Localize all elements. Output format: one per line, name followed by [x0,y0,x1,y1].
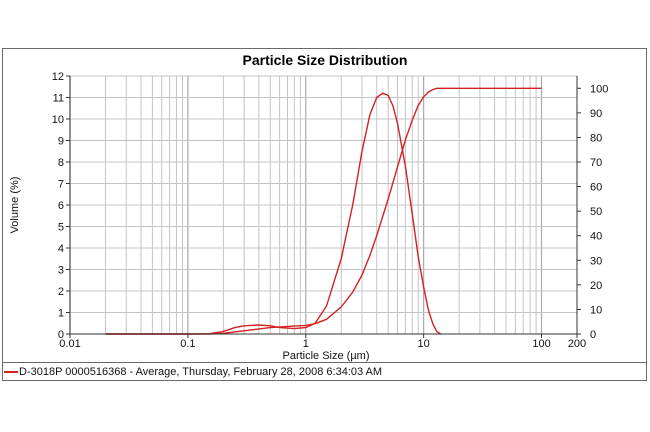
y-tick-label-left: 2 [58,286,64,298]
y-tick-label-left: 0 [58,329,64,341]
series-line-cumulative [105,87,542,335]
y-tick-label-left: 3 [58,265,64,277]
y-tick-label-left: 4 [58,243,64,255]
chart-title: Particle Size Distribution [243,52,408,68]
y-tick-label-right: 80 [590,132,602,144]
y-tick-label-left: 1 [58,308,64,320]
y-tick-label-left: 6 [58,200,64,212]
title-background [223,52,425,68]
y-tick-label-left: 5 [58,222,64,234]
y-tick-label-right: 100 [590,83,608,95]
x-tick-label: 0.01 [59,338,80,350]
legend: D-3018P 0000516368 - Average, Thursday, … [2,362,647,381]
chart-frame [2,48,647,381]
y-tick-label-right: 20 [590,280,602,292]
y-tick-label-right: 0 [590,329,596,341]
y-axis-title: Volume (%) [9,177,21,234]
x-tick-label: 100 [532,338,550,350]
y-tick-label-left: 12 [52,71,64,83]
y-tick-label-right: 30 [590,255,602,267]
y-tick-label-right: 90 [590,108,602,120]
x-tick-label: 1 [303,338,309,350]
y-tick-label-left: 8 [58,157,64,169]
legend-swatch [4,371,18,373]
x-tick-label: 200 [568,338,586,350]
y-tick-label-right: 70 [590,157,602,169]
axes: 012345678910111201020304050607080901000.… [52,71,609,350]
y-tick-label-right: 10 [590,304,602,316]
series-group [105,87,542,335]
x-axis-title: Particle Size (µm) [282,350,369,362]
y-tick-label-left: 7 [58,179,64,191]
y-tick-label-left: 10 [52,114,64,126]
y-tick-label-right: 50 [590,206,602,218]
y-tick-label-right: 60 [590,182,602,194]
y-tick-label-left: 9 [58,136,64,148]
series-line-volume [105,92,442,335]
y-tick-label-left: 11 [53,93,64,105]
grid [69,75,578,335]
x-tick-label: 0.1 [180,338,195,350]
x-tick-label: 10 [418,338,430,350]
y-tick-label-right: 40 [590,231,602,243]
legend-label: D-3018P 0000516368 - Average, Thursday, … [19,366,383,378]
